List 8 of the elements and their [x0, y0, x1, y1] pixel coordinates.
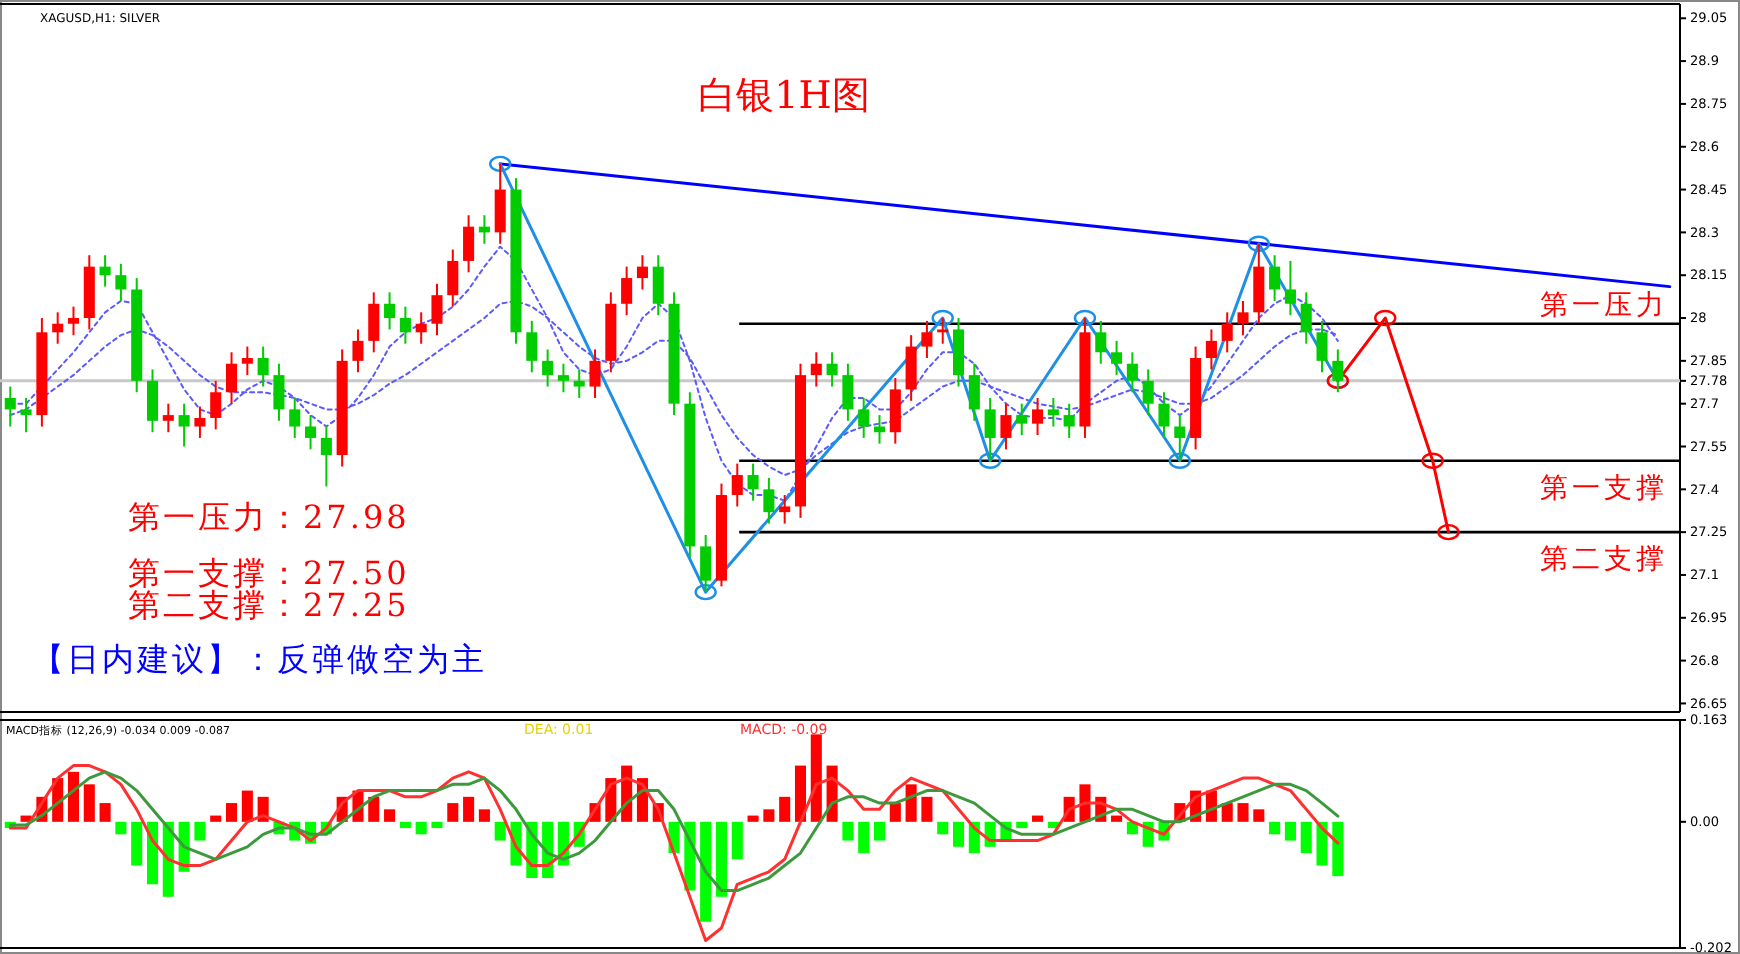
ref-line-label: 第一支撑 [1540, 472, 1668, 505]
ref-line-label: 第一压力 [1540, 289, 1668, 322]
annotation: 第一压力：27.98 [128, 498, 410, 536]
annotation: 第二支撑：27.25 [128, 586, 410, 624]
ref-line-label: 第二支撑 [1540, 544, 1668, 577]
annotation: 【日内建议】：反弹做空为主 [32, 640, 487, 678]
text: 白银1H图 [698, 74, 870, 118]
annotation: 第一支撑：27.50 [128, 554, 410, 592]
